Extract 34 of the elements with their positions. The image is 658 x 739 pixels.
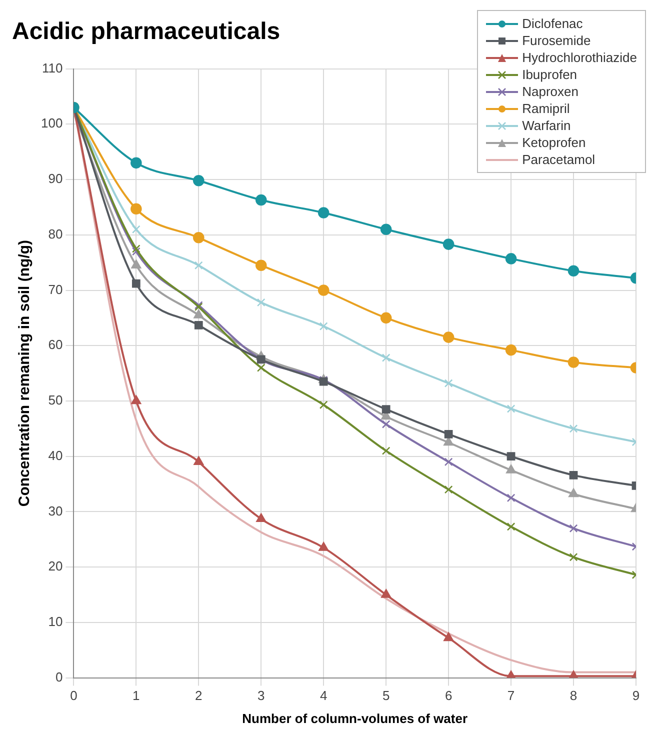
legend-label: Ketoprofen bbox=[522, 135, 586, 150]
y-tick-label: 20 bbox=[48, 558, 63, 574]
y-tick-label: 90 bbox=[48, 171, 63, 186]
y-axis-title: Concentration remaning in soil (ng/g) bbox=[16, 240, 34, 507]
y-tick-label: 40 bbox=[48, 448, 63, 463]
legend-label: Furosemide bbox=[522, 33, 591, 48]
legend-label: Hydrochlorothiazide bbox=[522, 50, 637, 65]
x-tick-label: 1 bbox=[132, 688, 140, 704]
legend-label: Naproxen bbox=[522, 84, 578, 99]
y-tick-label: 100 bbox=[40, 116, 63, 131]
x-tick-label: 8 bbox=[570, 688, 578, 704]
y-tick-label: 0 bbox=[55, 669, 63, 684]
x-tick-label: 2 bbox=[195, 688, 202, 704]
x-tick-label: 5 bbox=[382, 688, 390, 704]
legend-label: Diclofenac bbox=[522, 16, 583, 31]
x-tick-label: 0 bbox=[70, 688, 78, 704]
y-tick-label: 80 bbox=[48, 226, 63, 242]
y-tick-label: 10 bbox=[48, 614, 63, 630]
y-tick-label: 30 bbox=[48, 503, 63, 518]
x-axis-title: Number of column-volumes of water bbox=[242, 710, 468, 726]
y-tick-label: 60 bbox=[48, 337, 63, 352]
x-tick-label: 7 bbox=[507, 688, 515, 704]
y-tick-label: 110 bbox=[42, 60, 63, 76]
x-tick-label: 9 bbox=[632, 688, 640, 704]
y-tick-label: 70 bbox=[48, 282, 63, 297]
x-tick-label: 4 bbox=[320, 688, 328, 704]
legend-label: Warfarin bbox=[522, 118, 571, 133]
x-tick-label: 3 bbox=[258, 688, 265, 704]
legend-label: Paracetamol bbox=[522, 152, 596, 167]
x-tick-label: 6 bbox=[444, 688, 452, 704]
legend-label: Ibuprofen bbox=[522, 67, 578, 82]
legend-label: Ramipril bbox=[522, 101, 570, 116]
y-tick-label: 50 bbox=[48, 392, 63, 408]
chart-title: Acidic pharmaceuticals bbox=[12, 18, 280, 46]
